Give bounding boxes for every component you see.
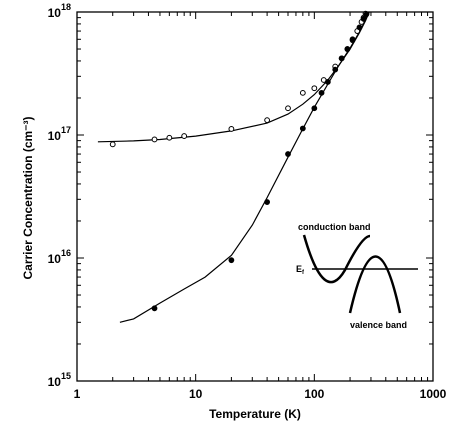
conduction-band-curve — [302, 234, 371, 284]
conduction-band-label: conduction band — [298, 222, 371, 232]
open-data-point — [109, 141, 116, 148]
filled-data-point — [338, 55, 345, 62]
filled-data-point — [332, 66, 339, 73]
filled-data-point — [151, 305, 158, 312]
x-tick-labels: 1 10 100 1000 — [74, 387, 447, 401]
filled-data-point — [318, 89, 325, 96]
y-tick-labels: 1015 1016 1017 1018 — [48, 2, 71, 389]
fit-curve — [119, 11, 370, 323]
open-data-point — [166, 134, 173, 141]
fit-curve — [97, 11, 370, 143]
open-data-point — [264, 117, 271, 124]
x-axis-title: Temperature (K) — [209, 407, 301, 421]
filled-data-point — [349, 36, 356, 43]
y-tick-label: 1017 — [48, 125, 71, 143]
fit-curves — [97, 11, 370, 323]
filled-data-point — [360, 15, 367, 22]
open-data-point — [299, 89, 306, 96]
x-tick-label: 100 — [304, 387, 324, 401]
x-tick-label: 10 — [189, 387, 203, 401]
plot-frame — [76, 11, 434, 382]
valence-band-curve — [348, 255, 402, 314]
filled-data-point — [264, 199, 271, 205]
x-tick-label: 1 — [74, 387, 81, 401]
filled-data-point — [324, 79, 331, 85]
band-diagram-inset: conduction band Ef valence band — [296, 222, 418, 330]
y-tick-label: 1018 — [48, 2, 71, 20]
axis-ticks — [76, 12, 433, 382]
open-data-point — [285, 105, 291, 112]
y-axis-title: Carrier Concentration (cm⁻³) — [21, 116, 35, 279]
fermi-level-label: Ef — [296, 264, 305, 276]
data-points — [109, 10, 370, 312]
open-data-point — [228, 126, 235, 132]
filled-data-point — [311, 105, 318, 112]
x-tick-label: 1000 — [420, 387, 447, 401]
filled-data-point — [356, 24, 363, 31]
y-tick-label: 1015 — [48, 371, 71, 389]
filled-data-point — [344, 46, 351, 52]
filled-data-point — [285, 151, 291, 157]
filled-data-point — [363, 11, 370, 18]
open-data-point — [181, 133, 188, 139]
filled-data-point — [228, 257, 235, 264]
filled-data-point — [299, 125, 306, 132]
valence-band-label: valence band — [350, 320, 407, 330]
y-tick-label: 1016 — [48, 248, 71, 266]
open-data-point — [151, 136, 158, 143]
open-data-point — [311, 85, 318, 92]
